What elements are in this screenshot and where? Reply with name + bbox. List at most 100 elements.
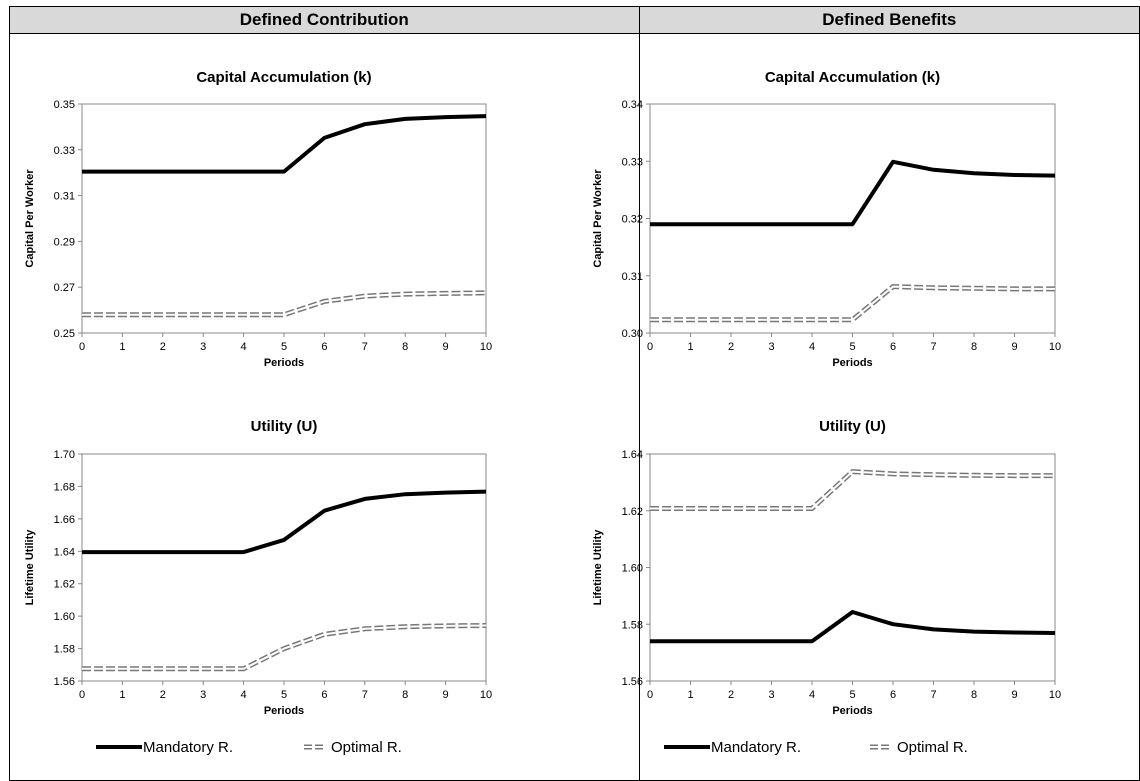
x-tick-label: 6 xyxy=(321,341,327,353)
x-tick-label: 2 xyxy=(160,689,166,701)
x-tick-label: 8 xyxy=(402,689,408,701)
x-tick-label: 2 xyxy=(728,341,734,353)
legend-optimal-label: Optimal R. xyxy=(331,739,402,756)
chart-db-capital: Capital Accumulation (k) 0.30 0.31 0.32 0.33… xyxy=(592,69,1061,369)
x-axis-label: Periods xyxy=(832,357,872,369)
plot-area xyxy=(649,103,1056,334)
y-tick-label: 0.30 xyxy=(622,328,643,340)
y-tick-label: 1.56 xyxy=(622,676,643,688)
plot-area xyxy=(81,103,487,334)
y-tick-label: 1.60 xyxy=(622,563,643,575)
x-tick-label: 0 xyxy=(647,689,653,701)
x-tick-label: 4 xyxy=(241,689,247,701)
series-line-optimal xyxy=(82,290,487,318)
y-axis-label: Capital Per Worker xyxy=(24,169,36,268)
x-tick-label: 10 xyxy=(1049,341,1061,353)
x-tick-label: 1 xyxy=(687,341,693,353)
y-tick-label: 0.25 xyxy=(54,328,75,340)
x-tick-label: 2 xyxy=(160,341,166,353)
y-tick-label: 1.60 xyxy=(54,611,75,623)
x-tick-label: 7 xyxy=(930,341,936,353)
x-tick-label: 3 xyxy=(200,341,206,353)
x-tick-label: 3 xyxy=(768,341,774,353)
chart-db-utility: Utility (U) 1.56 1.58 1.60 1.62 1.64 0 1 2 3 4 5 6 7 8… xyxy=(592,418,1061,717)
legend-mandatory-label: Mandatory R. xyxy=(143,739,233,756)
x-tick-label: 4 xyxy=(241,341,247,353)
y-tick-label: 0.33 xyxy=(622,156,643,168)
y-tick-label: 1.64 xyxy=(54,546,75,558)
x-tick-label: 10 xyxy=(1049,689,1061,701)
x-tick-label: 8 xyxy=(971,341,977,353)
x-tick-label: 0 xyxy=(647,341,653,353)
legend-optimal-label: Optimal R. xyxy=(897,739,968,756)
defined-benefits-panel xyxy=(638,33,1140,781)
x-axis-label: Periods xyxy=(264,705,304,717)
legend-right: Mandatory R. Optimal R. xyxy=(664,739,968,756)
y-tick-label: 1.56 xyxy=(54,676,75,688)
y-tick-label: 1.64 xyxy=(622,449,643,461)
chart-dc-capital: Capital Accumulation (k) 0.25 0.27 0.29 0.31… xyxy=(24,69,492,369)
x-tick-label: 1 xyxy=(687,689,693,701)
y-tick-label: 1.58 xyxy=(54,644,75,656)
x-tick-label: 6 xyxy=(321,689,327,701)
chart-dc-utility: Utility (U) 1.56 1.58 1.60 1.62 1.64 1.66 1.68 1… xyxy=(24,418,492,717)
x-tick-label: 7 xyxy=(362,689,368,701)
x-tick-label: 9 xyxy=(443,689,449,701)
y-tick-label: 0.35 xyxy=(54,99,75,111)
x-tick-label: 1 xyxy=(119,341,125,353)
legend-left: Mandatory R. Optimal R. xyxy=(96,739,402,756)
x-tick-label: 6 xyxy=(890,341,896,353)
x-tick-label: 2 xyxy=(728,689,734,701)
y-tick-label: 1.70 xyxy=(54,449,75,461)
chart-title: Capital Accumulation (k) xyxy=(765,69,940,86)
chart-title: Utility (U) xyxy=(819,418,886,435)
plot-area xyxy=(649,453,1056,682)
defined-contribution-panel xyxy=(9,33,640,781)
x-tick-label: 5 xyxy=(849,341,855,353)
x-axis-label: Periods xyxy=(832,705,872,717)
x-tick-label: 8 xyxy=(971,689,977,701)
x-tick-label: 9 xyxy=(1011,689,1017,701)
x-tick-label: 4 xyxy=(809,689,815,701)
y-tick-label: 0.31 xyxy=(54,191,75,203)
series-line-optimal xyxy=(82,623,487,672)
y-axis-label: Lifetime Utility xyxy=(592,529,604,606)
y-axis-label: Lifetime Utility xyxy=(24,529,36,606)
x-tick-label: 9 xyxy=(443,341,449,353)
x-tick-label: 5 xyxy=(281,341,287,353)
x-tick-label: 6 xyxy=(890,689,896,701)
y-tick-label: 1.62 xyxy=(54,579,75,591)
y-tick-label: 0.31 xyxy=(622,271,643,283)
y-tick-label: 1.58 xyxy=(622,619,643,631)
x-tick-label: 8 xyxy=(402,341,408,353)
series-line-mandatory xyxy=(650,610,1056,644)
x-tick-label: 3 xyxy=(768,689,774,701)
y-tick-label: 1.62 xyxy=(622,506,643,518)
x-tick-label: 10 xyxy=(480,341,492,353)
y-tick-label: 1.66 xyxy=(54,514,75,526)
y-tick-label: 0.34 xyxy=(622,99,643,111)
y-tick-label: 0.27 xyxy=(54,282,75,294)
x-tick-label: 5 xyxy=(281,689,287,701)
legend-mandatory-label: Mandatory R. xyxy=(711,739,801,756)
y-tick-label: 0.33 xyxy=(54,145,75,157)
x-tick-label: 9 xyxy=(1011,341,1017,353)
chart-title: Utility (U) xyxy=(251,418,318,435)
x-tick-label: 7 xyxy=(362,341,368,353)
x-tick-label: 4 xyxy=(809,341,815,353)
x-tick-label: 0 xyxy=(79,341,85,353)
x-tick-label: 7 xyxy=(930,689,936,701)
series-line-mandatory xyxy=(82,489,487,555)
y-tick-label: 0.32 xyxy=(622,214,643,226)
series-line-mandatory xyxy=(650,159,1056,227)
series-line-optimal xyxy=(650,469,1055,511)
x-tick-label: 10 xyxy=(480,689,492,701)
series-line-mandatory xyxy=(82,114,487,174)
x-axis-label: Periods xyxy=(264,357,304,369)
chart-title: Capital Accumulation (k) xyxy=(196,69,371,86)
x-tick-label: 3 xyxy=(200,689,206,701)
y-tick-label: 1.68 xyxy=(54,481,75,493)
series-line-optimal xyxy=(650,284,1055,323)
y-axis-label: Capital Per Worker xyxy=(592,169,604,268)
